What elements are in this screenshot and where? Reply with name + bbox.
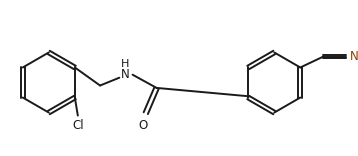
Text: N: N (349, 50, 358, 63)
Text: H: H (121, 59, 130, 69)
Text: O: O (139, 119, 148, 132)
Text: Cl: Cl (72, 119, 84, 132)
Text: N: N (121, 68, 130, 81)
